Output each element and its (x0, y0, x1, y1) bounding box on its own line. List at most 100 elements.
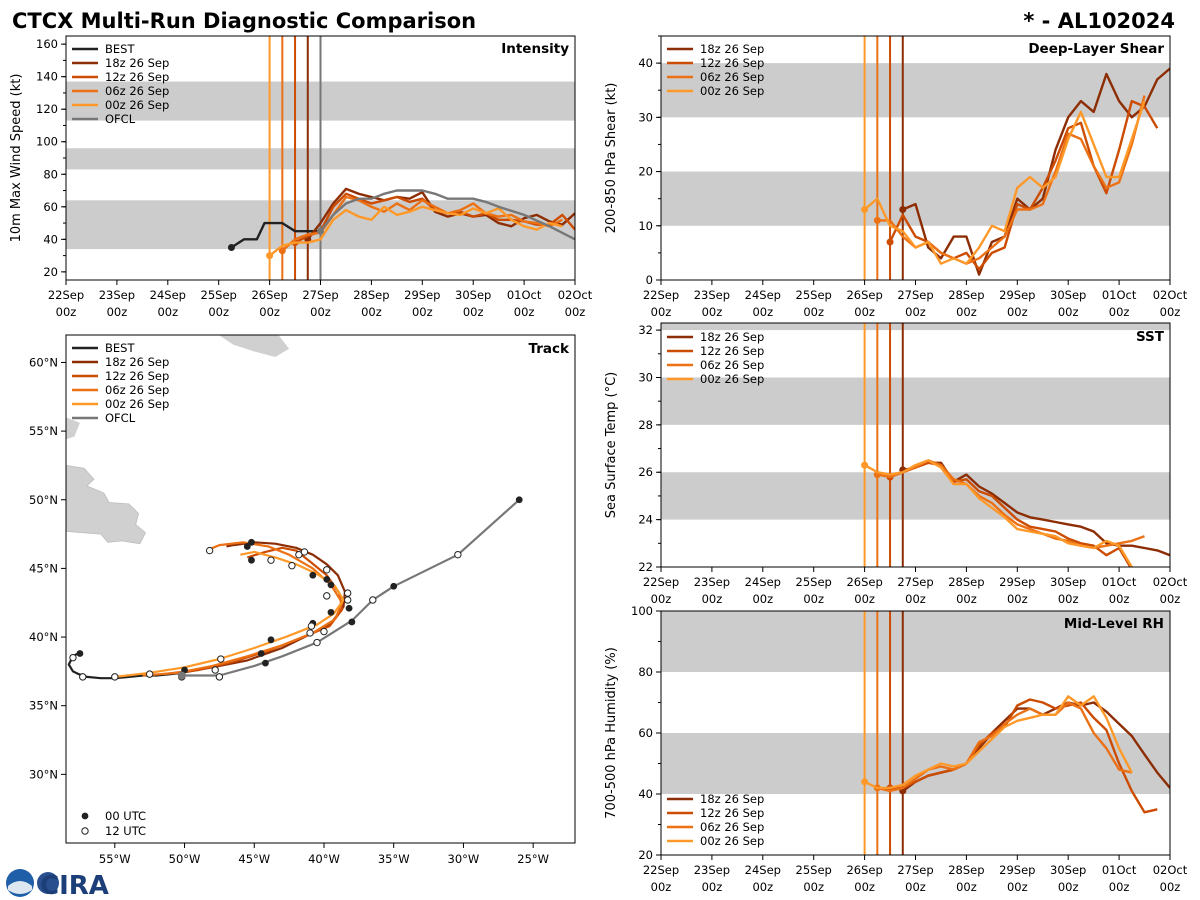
sst-xtick-label: 27Sep (897, 575, 933, 589)
shear-xtick-label: 23Sep (694, 288, 730, 302)
rh-legend-label: 06z 26 Sep (700, 820, 764, 834)
sst-xtick-label: 02Oct (1153, 575, 1188, 589)
shear-xtick-sublabel: 00z (752, 305, 773, 319)
track-12utc-marker (69, 653, 77, 662)
shear-xtick-sublabel: 00z (1058, 305, 1079, 319)
rh-plot-area (661, 611, 1170, 855)
sst-ylabel: Sea Surface Temp (°C) (604, 372, 619, 519)
track-legend-00utc-label: 00 UTC (105, 809, 146, 823)
shear-ytick-label: 10 (638, 219, 653, 233)
sst-legend-label: 00z 26 Sep (700, 372, 764, 386)
rh-band (661, 733, 1170, 794)
rh-xtick-sublabel: 00z (1058, 880, 1079, 894)
track-12utc-marker (323, 592, 331, 600)
sst-xtick-sublabel: 00z (752, 592, 773, 606)
sst-xtick-label: 26Sep (846, 575, 882, 589)
intensity-xtick-sublabel: 00z (361, 305, 382, 319)
shear-panel: 0 10 20 30 40 22Sep 00z 23Sep 00z 24Sep 00z 25Sep 00… (604, 35, 1188, 319)
sst-legend-label: 12z 26 Sep (700, 344, 764, 358)
sst-xtick-sublabel: 00z (1007, 592, 1028, 606)
track-12utc-marker (217, 655, 225, 663)
rh-xtick-label: 28Sep (948, 863, 984, 877)
intensity-xtick-label: 02Oct (558, 288, 593, 302)
intensity-xtick-label: 30Sep (455, 288, 491, 302)
sst-series-line (889, 461, 1132, 567)
track-ytick-label: 55°N (29, 424, 58, 438)
intensity-legend-label: 12z 26 Sep (105, 70, 169, 84)
shear-xtick-sublabel: 00z (854, 305, 875, 319)
track-xtick-label: 35°W (378, 852, 410, 866)
track-00utc-marker (323, 575, 331, 583)
rh-xtick-label: 25Sep (796, 863, 832, 877)
greenland-landmass (218, 335, 290, 357)
track-ytick-label: 60°N (29, 355, 58, 369)
rh-xtick-label: 02Oct (1153, 863, 1188, 877)
sst-series-line (864, 459, 1133, 567)
track-12utc-marker (343, 596, 352, 604)
track-title: Track (529, 341, 570, 357)
track-12utc-marker (307, 622, 316, 630)
track-12utc-marker (211, 666, 219, 674)
track-12utc-marker (288, 561, 296, 570)
intensity-xtick-label: 25Sep (201, 288, 237, 302)
rh-xtick-sublabel: 00z (1109, 880, 1130, 894)
shear-series-start-point (861, 206, 869, 214)
track-00utc-marker (262, 659, 269, 667)
cira-logo-text: CIRA (40, 871, 109, 900)
rh-ytick-label: 100 (631, 604, 653, 618)
storm-id: * - AL102024 (1023, 9, 1175, 33)
rh-series-line (877, 701, 1133, 793)
shear-series-line (902, 67, 1170, 276)
rh-band (661, 611, 1170, 672)
track-12utc-marker (320, 627, 328, 636)
track-00utc-marker (390, 582, 398, 590)
track-legend-label: 06z 26 Sep (105, 383, 169, 397)
globe-icon (37, 872, 59, 894)
rh-xtick-label: 26Sep (846, 863, 882, 877)
track-legend-12utc-label: 12 UTC (105, 824, 146, 838)
intensity-ytick-label: 20 (43, 265, 58, 279)
intensity-xtick-sublabel: 00z (412, 305, 433, 319)
track-xtick-label: 40°W (308, 852, 340, 866)
rh-xtick-sublabel: 00z (702, 880, 723, 894)
sst-xtick-sublabel: 00z (854, 592, 875, 606)
intensity-xtick-label: 01Oct (507, 288, 542, 302)
shear-title: Deep-Layer Shear (1028, 41, 1164, 57)
rh-xtick-sublabel: 00z (752, 880, 773, 894)
intensity-ytick-label: 40 (43, 232, 58, 246)
rh-xtick-sublabel: 00z (651, 880, 672, 894)
rh-ytick-label: 20 (638, 848, 653, 862)
shear-xtick-label: 22Sep (643, 288, 679, 302)
intensity-legend-label: OFCL (105, 112, 136, 126)
intensity-legend-label: 18z 26 Sep (105, 56, 169, 70)
cira-logo: CIRA (6, 869, 109, 900)
rh-series-line (890, 698, 1158, 814)
shear-ytick-label: 20 (638, 165, 653, 179)
intensity-series-start-point (278, 247, 286, 255)
sst-xtick-sublabel: 00z (1058, 592, 1079, 606)
shear-ytick-label: 0 (646, 273, 653, 287)
intensity-xtick-label: 22Sep (48, 288, 84, 302)
track-xtick-label: 30°W (448, 852, 480, 866)
shear-xtick-label: 01Oct (1102, 288, 1137, 302)
shear-xtick-sublabel: 00z (956, 305, 977, 319)
shear-legend-label: 06z 26 Sep (700, 70, 764, 84)
sst-band (661, 323, 1170, 331)
rh-legend-label: 18z 26 Sep (700, 792, 764, 806)
track-legend-label: 00z 26 Sep (105, 397, 169, 411)
track-12utc-marker (306, 629, 314, 637)
shear-xtick-label: 02Oct (1153, 288, 1188, 302)
rh-xtick-label: 01Oct (1102, 863, 1137, 877)
shear-xtick-sublabel: 00z (702, 305, 723, 319)
shear-plot-area (661, 36, 1170, 280)
track-12utc-marker (369, 596, 377, 604)
intensity-legend-label: 06z 26 Sep (105, 84, 169, 98)
intensity-xtick-sublabel: 00z (56, 305, 77, 319)
intensity-series-line (230, 221, 321, 249)
intensity-ylabel: 10m Max Wind Speed (kt) (9, 74, 24, 243)
sst-xtick-sublabel: 00z (803, 592, 824, 606)
sst-ytick-label: 24 (638, 513, 653, 527)
shear-legend-label: 12z 26 Sep (700, 56, 764, 70)
figure-title: CTCX Multi-Run Diagnostic Comparison (12, 9, 476, 33)
